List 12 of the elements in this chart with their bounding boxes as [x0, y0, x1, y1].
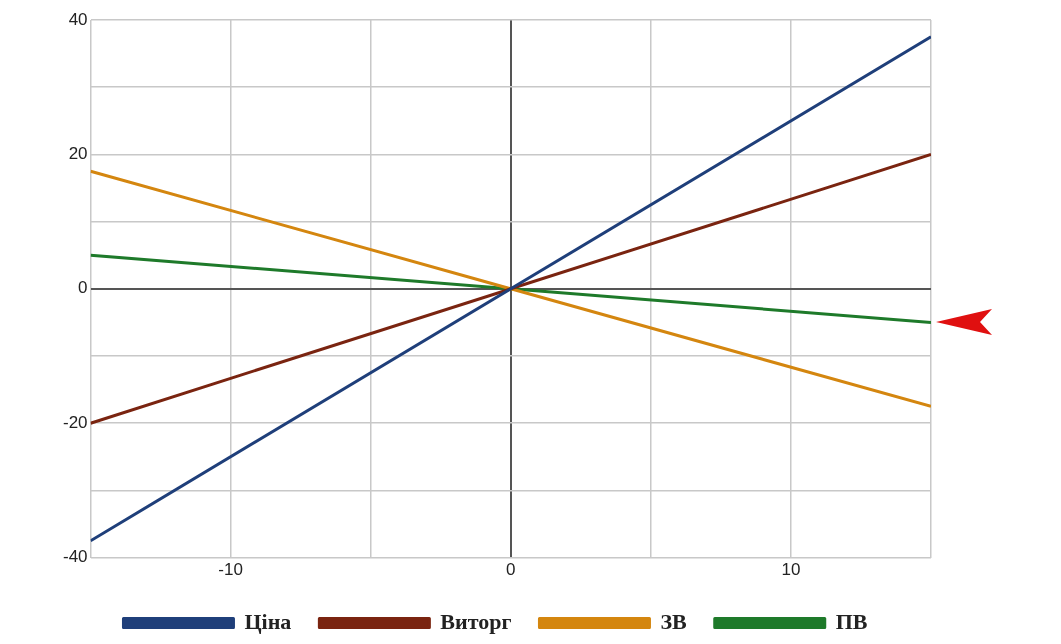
y-tick-label: 0 — [78, 278, 88, 298]
x-tick-label: 10 — [781, 560, 801, 580]
legend-label: ПВ — [835, 608, 868, 634]
legend-label: ЗВ — [660, 608, 688, 634]
y-tick-label: -40 — [62, 547, 88, 567]
legend-label: Ціна — [244, 608, 292, 634]
x-tick-label: 0 — [506, 560, 516, 580]
y-tick-label: 20 — [68, 144, 88, 164]
y-tick-label: -20 — [62, 412, 88, 432]
y-tick-label: 40 — [68, 9, 88, 29]
x-tick-label: -10 — [218, 560, 243, 580]
legend-label: Виторг — [440, 608, 512, 634]
